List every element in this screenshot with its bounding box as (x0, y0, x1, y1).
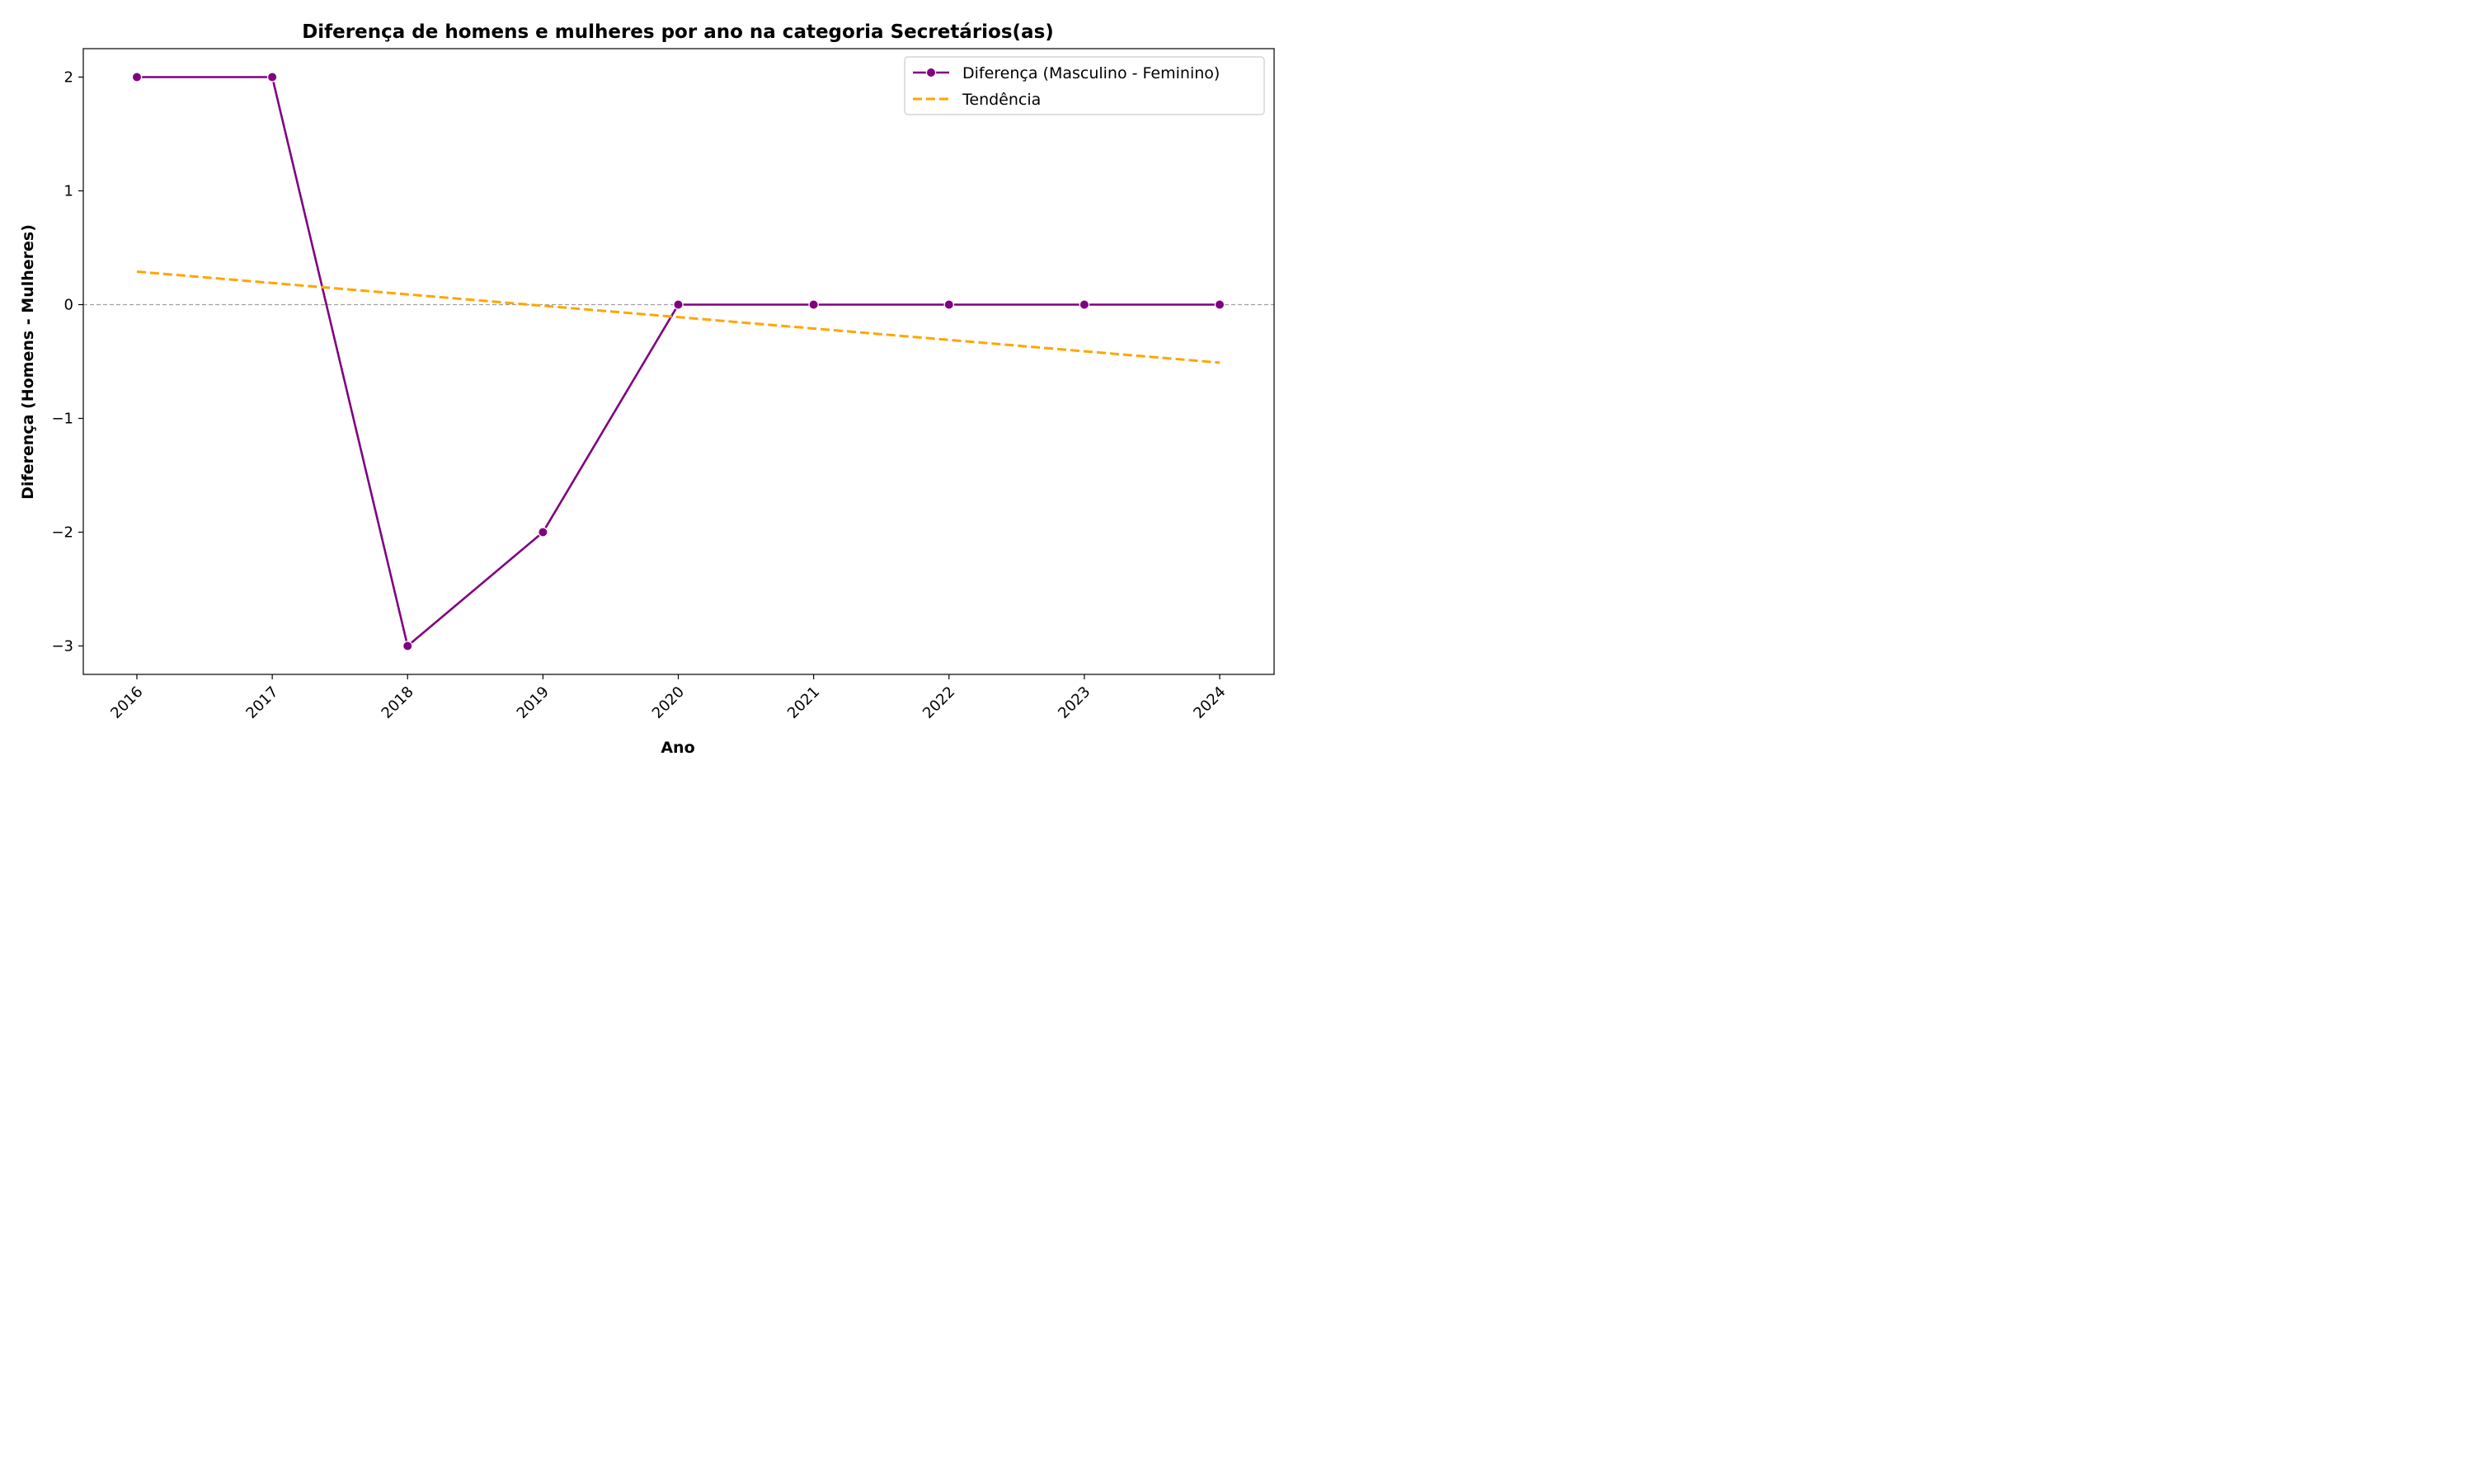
data-point-2019 (538, 527, 548, 538)
y-tick-label: 1 (64, 183, 73, 200)
y-tick-label: 0 (64, 297, 73, 314)
x-tick-label: 2020 (649, 683, 688, 722)
plot-frame (82, 48, 1275, 675)
data-point-2022 (943, 299, 954, 310)
x-tick-label: 2022 (920, 683, 958, 722)
x-tick-label: 2018 (379, 683, 417, 722)
y-axis-title: Diferença (Homens - Mulheres) (19, 224, 37, 500)
data-point-2020 (673, 299, 684, 310)
y-tick-label: −1 (51, 411, 73, 428)
chart-svg: Diferença de homens e mulheres por ano n… (19, 21, 1275, 757)
x-tick-label: 2021 (784, 683, 823, 722)
x-tick-label: 2023 (1055, 683, 1094, 722)
chart: Diferença de homens e mulheres por ano n… (0, 0, 1294, 774)
x-tick-label: 2024 (1190, 683, 1229, 722)
y-tick-label: −2 (51, 524, 73, 542)
legend-label: Tendência (962, 91, 1041, 109)
legend: Diferença (Masculino - Feminino) Tendênci… (904, 56, 1265, 115)
x-tick-label: 2016 (107, 683, 146, 722)
trend-line (136, 270, 1221, 364)
legend-swatch-marker (925, 67, 937, 78)
chart-title: Diferença de homens e mulheres por ano n… (302, 21, 1054, 43)
data-point-2016 (131, 72, 143, 82)
y-tick-label: 2 (64, 69, 73, 87)
plot-area: 2 1 0 −1 −2 −3 2016 2017 2018 2019 2020 2021 2022 202… (51, 48, 1275, 722)
legend-label: Diferença (Masculino - Feminino) (962, 64, 1220, 82)
data-point-2023 (1079, 299, 1090, 310)
data-point-2018 (402, 641, 413, 651)
data-point-2017 (266, 72, 278, 82)
legend-box (904, 56, 1265, 115)
difference-line (137, 76, 1220, 647)
x-tick-label: 2017 (242, 683, 281, 722)
data-point-2021 (808, 299, 819, 310)
y-tick-label: −3 (51, 638, 73, 655)
data-point-2024 (1214, 299, 1225, 310)
x-axis-title: Ano (661, 739, 694, 757)
x-tick-label: 2019 (514, 683, 553, 722)
